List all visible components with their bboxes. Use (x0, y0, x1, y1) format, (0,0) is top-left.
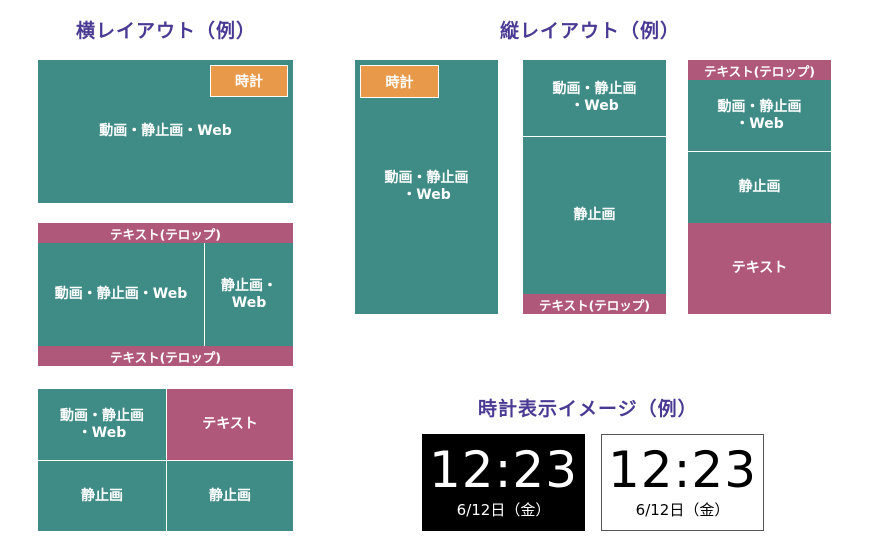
h-layout3-br-label: 静止画 (209, 487, 251, 504)
h-layout3-tl-line1: 動画・静止画 (60, 407, 144, 424)
v-layout2-middle-label: 静止画 (573, 207, 616, 224)
h-layout2-right-line2: Web (231, 294, 267, 311)
h-layout1-panel: 動画・静止画・Web 時計 (38, 60, 293, 203)
v-layout2-middle: 静止画 (523, 136, 666, 294)
v-layout3-panel: テキスト(テロップ) 動画・静止画 ・Web 静止画 テキスト (688, 60, 831, 314)
v-layout1-main: 動画・静止画 ・Web (355, 60, 498, 314)
h-layout2-right-line1: 静止画・ (221, 277, 277, 294)
h-layout2-bottom-bar: テキスト(テロップ) (38, 346, 293, 366)
v-layout1-panel: 動画・静止画 ・Web 時計 (355, 60, 498, 314)
h-layout1-main-label: 動画・静止画・Web (99, 123, 232, 140)
v-layout2-top: 動画・静止画 ・Web (523, 60, 666, 136)
h-layout3-bl-label: 静止画 (81, 487, 123, 504)
v-layout2-bottom-bar: テキスト(テロップ) (523, 294, 666, 314)
v-layout3-upper-line1: 動画・静止画 (717, 98, 802, 115)
v-layout3-middle-label: 静止画 (738, 179, 781, 196)
v-layout3-middle: 静止画 (688, 151, 831, 223)
clock-display-title: 時計表示イメージ（例） (478, 398, 698, 420)
h-layout3-bottom-right: 静止画 (166, 460, 293, 531)
h-layout3-tl-line2: ・Web (77, 424, 127, 441)
v-layout2-panel: 動画・静止画 ・Web 静止画 テキスト(テロップ) (523, 60, 666, 314)
v-layout1-clock: 時計 (360, 65, 439, 98)
h-layout3-panel: 動画・静止画 ・Web テキスト 静止画 静止画 (38, 389, 293, 531)
v-layout2-top-line1: 動画・静止画 (552, 81, 637, 98)
v-layout3-upper-line2: ・Web (735, 115, 784, 132)
h-layout3-bottom-left: 静止画 (38, 460, 166, 531)
h-layout2-left-label: 動画・静止画・Web (54, 286, 188, 303)
clock-light: 12:23 6/12日（金） (601, 434, 764, 531)
v-layout1-main-line1: 動画・静止画 (384, 170, 469, 187)
v-layout3-bottom: テキスト (688, 223, 831, 314)
h-layout1-main: 動画・静止画・Web (38, 60, 293, 203)
clock-dark: 12:23 6/12日（金） (422, 434, 585, 531)
h-layout3-top-left: 動画・静止画 ・Web (38, 389, 166, 460)
h-layout2-top-bar: テキスト(テロップ) (38, 223, 293, 243)
horizontal-layout-title: 横レイアウト（例） (76, 20, 257, 42)
clock-dark-time: 12:23 (428, 441, 579, 499)
clock-light-date: 6/12日（金） (635, 501, 730, 519)
v-layout2-top-line2: ・Web (570, 98, 619, 114)
h-layout2-panel: テキスト(テロップ) 動画・静止画・Web 静止画・ Web テキスト(テロップ… (38, 223, 293, 366)
h-layout1-clock: 時計 (210, 65, 288, 97)
v-layout3-top-bar: テキスト(テロップ) (688, 60, 831, 80)
vertical-layout-title: 縦レイアウト（例） (500, 20, 681, 42)
v-layout3-upper: 動画・静止画 ・Web (688, 80, 831, 151)
h-layout2-left: 動画・静止画・Web (38, 243, 204, 346)
v-layout3-bottom-label: テキスト (731, 260, 788, 277)
clock-dark-date: 6/12日（金） (456, 501, 551, 519)
clock-light-time: 12:23 (607, 441, 758, 499)
h-layout2-right: 静止画・ Web (204, 243, 293, 346)
v-layout1-main-line2: ・Web (402, 187, 451, 203)
h-layout3-tr-label: テキスト (202, 416, 258, 433)
h-layout3-top-right: テキスト (166, 389, 293, 460)
